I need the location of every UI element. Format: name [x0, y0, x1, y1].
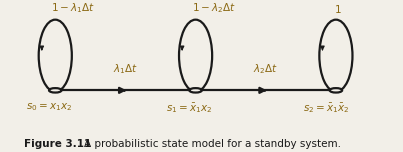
Circle shape — [49, 88, 62, 93]
Text: $s_0 = x_1 x_2$: $s_0 = x_1 x_2$ — [26, 101, 72, 113]
Text: $1$: $1$ — [334, 3, 342, 15]
Circle shape — [330, 88, 342, 93]
Text: $s_2 = \bar{x}_1 \bar{x}_2$: $s_2 = \bar{x}_1 \bar{x}_2$ — [303, 101, 349, 115]
Text: $\lambda_2 \Delta t$: $\lambda_2 \Delta t$ — [253, 63, 278, 76]
Text: $1 - \lambda_2 \Delta t$: $1 - \lambda_2 \Delta t$ — [192, 1, 236, 15]
Text: A probabilistic state model for a standby system.: A probabilistic state model for a standb… — [85, 139, 341, 149]
Text: Figure 3.11: Figure 3.11 — [24, 139, 91, 149]
Text: $1 - \lambda_1 \Delta t$: $1 - \lambda_1 \Delta t$ — [51, 1, 95, 15]
Text: $s_1 = \bar{x}_1 x_2$: $s_1 = \bar{x}_1 x_2$ — [166, 101, 212, 115]
Text: $\lambda_1 \Delta t$: $\lambda_1 \Delta t$ — [113, 63, 138, 76]
Circle shape — [189, 88, 202, 93]
